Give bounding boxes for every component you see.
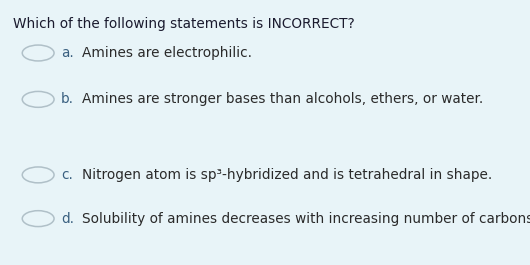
Text: b.: b. — [61, 92, 74, 106]
Text: Solubility of amines decreases with increasing number of carbons.: Solubility of amines decreases with incr… — [82, 212, 530, 226]
Text: d.: d. — [61, 212, 74, 226]
Text: Amines are stronger bases than alcohols, ethers, or water.: Amines are stronger bases than alcohols,… — [82, 92, 483, 106]
Text: Amines are electrophilic.: Amines are electrophilic. — [82, 46, 252, 60]
Text: Which of the following statements is INCORRECT?: Which of the following statements is INC… — [13, 17, 355, 31]
Text: Nitrogen atom is sp³-hybridized and is tetrahedral in shape.: Nitrogen atom is sp³-hybridized and is t… — [82, 168, 492, 182]
Text: c.: c. — [61, 168, 73, 182]
Text: a.: a. — [61, 46, 74, 60]
